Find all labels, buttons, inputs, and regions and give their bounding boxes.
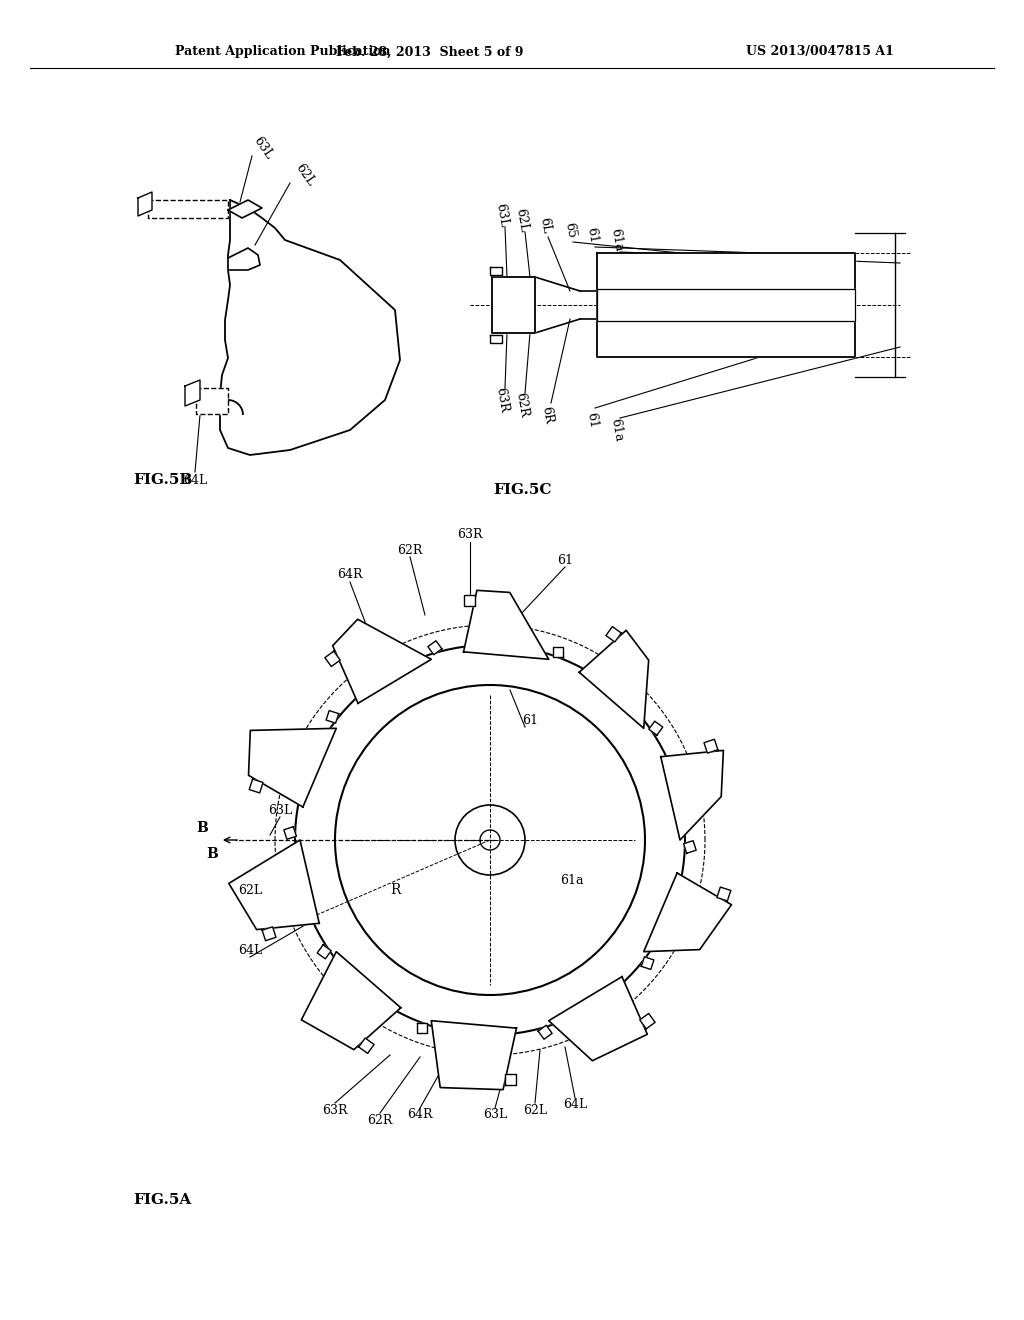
- Polygon shape: [428, 640, 442, 655]
- Polygon shape: [301, 952, 400, 1049]
- Polygon shape: [148, 201, 228, 218]
- Polygon shape: [717, 887, 731, 902]
- Polygon shape: [549, 977, 647, 1061]
- Text: 61a: 61a: [608, 417, 626, 442]
- Polygon shape: [703, 739, 718, 754]
- Polygon shape: [580, 631, 648, 729]
- Text: 65: 65: [562, 220, 578, 239]
- Text: 63L: 63L: [483, 1109, 507, 1122]
- Text: B: B: [197, 821, 208, 836]
- Polygon shape: [644, 873, 731, 952]
- Text: 63R: 63R: [458, 528, 482, 541]
- Circle shape: [336, 686, 644, 994]
- Polygon shape: [684, 841, 696, 853]
- Polygon shape: [228, 840, 319, 929]
- Polygon shape: [262, 927, 276, 941]
- Text: 61a: 61a: [608, 227, 626, 252]
- Polygon shape: [464, 595, 474, 606]
- Text: 61: 61: [585, 226, 600, 244]
- Polygon shape: [333, 619, 431, 704]
- Polygon shape: [640, 1014, 655, 1028]
- Text: 64R: 64R: [337, 569, 362, 582]
- Polygon shape: [220, 201, 400, 455]
- Text: 64R: 64R: [408, 1109, 433, 1122]
- Text: 6R: 6R: [539, 405, 555, 425]
- Polygon shape: [641, 957, 654, 969]
- Text: 61: 61: [585, 411, 600, 429]
- Text: R: R: [390, 883, 400, 898]
- Polygon shape: [660, 750, 723, 840]
- Text: 64L: 64L: [238, 944, 262, 957]
- Text: 62R: 62R: [397, 544, 423, 557]
- Polygon shape: [492, 277, 535, 333]
- Text: FIG.5A: FIG.5A: [133, 1193, 191, 1206]
- Polygon shape: [431, 1020, 516, 1089]
- Polygon shape: [196, 388, 228, 414]
- Text: 63R: 63R: [494, 387, 511, 413]
- Text: 62L: 62L: [238, 883, 262, 896]
- Text: 63L: 63L: [251, 135, 275, 161]
- Polygon shape: [185, 380, 200, 407]
- Polygon shape: [606, 627, 622, 642]
- Text: 62R: 62R: [513, 391, 530, 418]
- Text: Feb. 28, 2013  Sheet 5 of 9: Feb. 28, 2013 Sheet 5 of 9: [336, 45, 523, 58]
- Text: 62L: 62L: [293, 161, 317, 189]
- Polygon shape: [417, 1023, 427, 1034]
- Polygon shape: [325, 651, 340, 667]
- Text: 6L: 6L: [538, 216, 553, 234]
- Polygon shape: [249, 779, 263, 793]
- Text: 63L: 63L: [268, 804, 292, 817]
- Polygon shape: [358, 1038, 374, 1053]
- Text: FIG.5C: FIG.5C: [493, 483, 552, 498]
- Text: US 2013/0047815 A1: US 2013/0047815 A1: [746, 45, 894, 58]
- Polygon shape: [284, 826, 296, 840]
- Text: 61: 61: [557, 553, 573, 566]
- Text: 61a: 61a: [560, 874, 584, 887]
- Polygon shape: [228, 201, 262, 218]
- Polygon shape: [649, 721, 663, 735]
- Polygon shape: [539, 1026, 552, 1039]
- Text: 63L: 63L: [494, 202, 511, 228]
- Text: FIG.5B: FIG.5B: [133, 473, 193, 487]
- Polygon shape: [490, 335, 502, 343]
- Polygon shape: [553, 647, 563, 657]
- Polygon shape: [138, 191, 152, 216]
- Polygon shape: [597, 253, 855, 356]
- Polygon shape: [249, 729, 336, 807]
- Text: 62R: 62R: [368, 1114, 392, 1126]
- Polygon shape: [490, 267, 502, 275]
- Text: 63R: 63R: [323, 1104, 348, 1117]
- Text: 64L: 64L: [183, 474, 207, 487]
- Text: Patent Application Publication: Patent Application Publication: [175, 45, 390, 58]
- Text: 64L: 64L: [563, 1098, 587, 1111]
- Text: B: B: [206, 847, 218, 861]
- Polygon shape: [228, 248, 260, 271]
- Polygon shape: [506, 1073, 516, 1085]
- Polygon shape: [317, 945, 331, 958]
- Polygon shape: [597, 289, 855, 321]
- Polygon shape: [464, 590, 549, 659]
- Text: 61: 61: [522, 714, 538, 726]
- Text: 62L: 62L: [523, 1104, 547, 1117]
- Polygon shape: [326, 710, 339, 723]
- Text: 62L: 62L: [513, 207, 530, 234]
